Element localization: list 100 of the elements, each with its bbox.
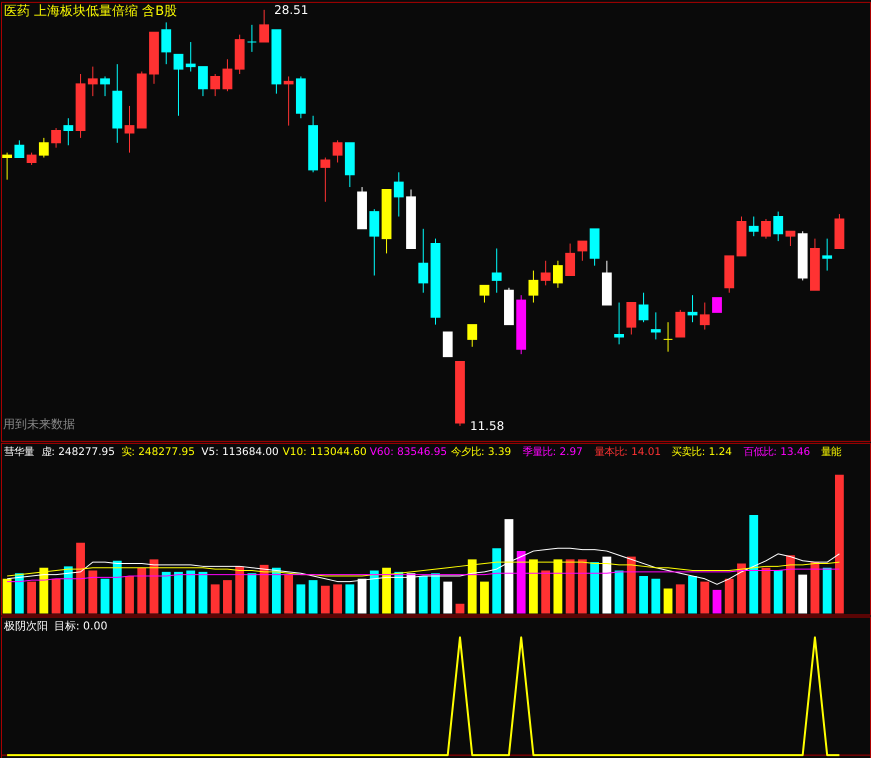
bar (480, 582, 489, 614)
candlestick (552, 260, 563, 288)
bar (810, 562, 820, 614)
bar (210, 584, 220, 614)
bar (345, 584, 354, 614)
bar (260, 564, 269, 614)
text: V60: 83546.95 (370, 446, 448, 458)
bar (456, 604, 464, 614)
candlestick (614, 302, 624, 345)
bar (626, 556, 636, 614)
text: 今夕比: 3.39 (451, 446, 512, 458)
bar (664, 588, 672, 614)
bar (492, 548, 502, 614)
candlestick (418, 228, 428, 294)
chart-title: 彗华量 (4, 446, 34, 458)
bar (296, 584, 306, 614)
candlestick (186, 42, 196, 72)
candlestick (320, 157, 330, 202)
text: 虚: 248277.95 (41, 446, 115, 458)
bar (223, 580, 232, 614)
annotation: 用到未来数据 (2, 416, 75, 431)
bar (370, 570, 379, 614)
bar (64, 566, 73, 614)
candlestick (688, 294, 698, 323)
candlestick (88, 66, 98, 97)
candlestick (247, 24, 257, 52)
chart-title: 医药 上海板块低量倍缩 含B股 (4, 4, 178, 19)
bar (235, 566, 244, 614)
bar (786, 555, 795, 614)
bar (737, 564, 746, 614)
bar (418, 576, 428, 614)
candlestick (786, 230, 796, 247)
bar (590, 562, 600, 614)
bar (822, 568, 832, 614)
text: 目标: 0.00 (54, 619, 108, 632)
bar (541, 570, 550, 614)
candlestick (284, 76, 294, 126)
bar (762, 568, 770, 614)
bar (724, 578, 734, 614)
text: 季量比: 2.97 (522, 446, 583, 458)
chart-title: 极阴次阳 (2, 619, 48, 632)
bar (443, 582, 452, 614)
bar (308, 580, 318, 614)
bar (798, 574, 808, 614)
candlestick (63, 118, 74, 146)
bar (137, 568, 146, 614)
bar (284, 574, 294, 614)
bar (2, 578, 12, 614)
candlestick (528, 270, 538, 304)
text: 买卖比: 1.24 (672, 446, 732, 458)
bar (248, 573, 256, 614)
candlestick (650, 312, 661, 340)
candlestick (577, 240, 588, 262)
bar (834, 474, 844, 614)
candlestick (712, 297, 722, 313)
candlestick (773, 211, 784, 242)
candlestick (210, 73, 220, 97)
bar (52, 578, 60, 614)
text: 实: 248277.95 (121, 446, 195, 458)
bar (198, 572, 208, 614)
bar (749, 515, 758, 614)
bar (688, 576, 697, 614)
bar (100, 578, 110, 614)
bar (320, 586, 330, 614)
bar (88, 570, 98, 614)
bar (639, 576, 648, 614)
bar (614, 570, 624, 614)
annotation: 11.58 (470, 418, 504, 433)
candlestick (663, 322, 673, 352)
candlestick (161, 22, 172, 65)
candlestick (174, 54, 184, 116)
candlestick (700, 302, 710, 330)
bar (431, 573, 440, 614)
text: V10: 113044.60 (282, 446, 367, 458)
candlestick (51, 128, 61, 148)
bar (774, 570, 783, 614)
candlestick (761, 218, 771, 240)
bar (700, 582, 710, 614)
candlestick (14, 140, 24, 158)
text: 量本比: 14.01 (594, 446, 662, 458)
candlestick (100, 76, 110, 97)
bar (186, 570, 196, 614)
text: 量能 (820, 446, 841, 458)
bar (112, 560, 122, 614)
candlestick (492, 248, 502, 294)
bar (712, 590, 722, 614)
bar (651, 578, 660, 614)
candlestick (26, 152, 37, 166)
candlestick (198, 66, 208, 97)
candlestick (565, 243, 576, 276)
candlestick (394, 172, 404, 218)
bar (566, 559, 575, 614)
bar (14, 573, 24, 614)
candlestick (638, 292, 648, 323)
candlestick (222, 58, 232, 92)
candlestick (467, 324, 478, 348)
candlestick (38, 137, 49, 158)
bar (125, 576, 134, 614)
bar (27, 582, 36, 614)
bar (578, 559, 587, 614)
